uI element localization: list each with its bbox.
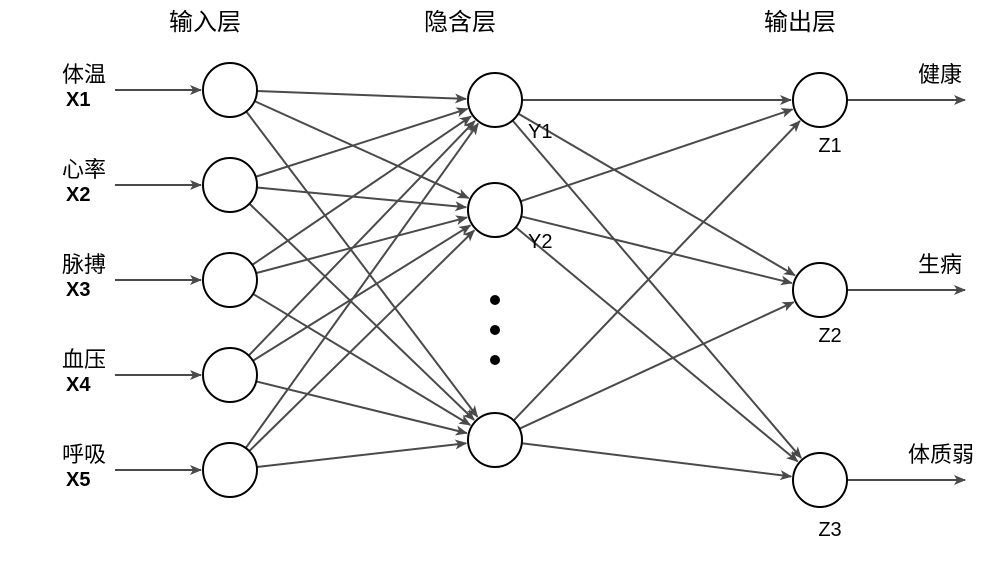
edge bbox=[520, 302, 794, 429]
hidden-ellipsis-dots bbox=[490, 295, 500, 365]
edge bbox=[246, 112, 477, 417]
output-label: 健康 bbox=[918, 62, 962, 87]
edge bbox=[518, 114, 795, 276]
input-arrows bbox=[115, 90, 201, 470]
hidden-node-label: Y2 bbox=[528, 231, 552, 253]
ellipsis-dot bbox=[490, 355, 500, 365]
ellipsis-dot bbox=[490, 295, 500, 305]
output-node bbox=[793, 263, 847, 317]
input-label: 体温 bbox=[62, 62, 106, 87]
input-label: 脉搏 bbox=[62, 252, 106, 277]
hidden-layer-nodes: Y1 Y2 bbox=[468, 73, 552, 467]
edge bbox=[255, 101, 469, 198]
edges-hidden-to-output bbox=[513, 100, 802, 476]
output-label: 生病 bbox=[918, 252, 962, 277]
output-node-label: Z1 bbox=[818, 135, 841, 157]
input-sublabel: X2 bbox=[66, 184, 90, 206]
input-layer-title: 输入层 bbox=[169, 9, 241, 36]
input-label: 呼吸 bbox=[62, 442, 106, 467]
hidden-node bbox=[468, 413, 522, 467]
edge bbox=[514, 121, 800, 421]
output-node-label: Z3 bbox=[818, 519, 841, 541]
input-node bbox=[203, 443, 257, 497]
neural-network-diagram: 体温X1心率X2脉搏X3血压X4呼吸X5 Y1Y2 Z1健康Z2生病Z3体质弱 … bbox=[0, 0, 1000, 564]
hidden-layer-title: 隐含层 bbox=[424, 9, 496, 36]
hidden-node bbox=[468, 183, 522, 237]
input-sublabel: X1 bbox=[66, 89, 90, 111]
edges-input-to-hidden bbox=[246, 91, 478, 467]
edge bbox=[253, 294, 470, 425]
edge bbox=[257, 443, 466, 467]
edge bbox=[257, 91, 466, 99]
edge bbox=[516, 227, 798, 461]
edge bbox=[246, 124, 478, 448]
ellipsis-dot bbox=[490, 325, 500, 335]
edge bbox=[521, 109, 793, 201]
hidden-node-label: Y1 bbox=[528, 121, 552, 143]
output-arrows bbox=[847, 100, 965, 480]
output-label: 体质弱 bbox=[908, 442, 974, 467]
input-node bbox=[203, 348, 257, 402]
output-layer-title: 输出层 bbox=[764, 9, 836, 36]
input-sublabel: X5 bbox=[66, 469, 90, 491]
input-node bbox=[203, 158, 257, 212]
input-node bbox=[203, 63, 257, 117]
input-node bbox=[203, 253, 257, 307]
input-sublabel: X3 bbox=[66, 279, 90, 301]
output-layer-nodes: Z1 健康 Z2 生病 Z3 体质弱 bbox=[793, 62, 974, 541]
input-label: 血压 bbox=[62, 347, 106, 372]
edge bbox=[256, 109, 468, 177]
output-node-label: Z2 bbox=[818, 325, 841, 347]
hidden-node bbox=[468, 73, 522, 127]
input-label: 心率 bbox=[62, 157, 106, 182]
input-sublabel: X4 bbox=[66, 374, 91, 396]
output-node bbox=[793, 453, 847, 507]
edge bbox=[513, 121, 802, 458]
edge bbox=[522, 443, 791, 476]
output-node bbox=[793, 73, 847, 127]
edge bbox=[249, 121, 475, 356]
